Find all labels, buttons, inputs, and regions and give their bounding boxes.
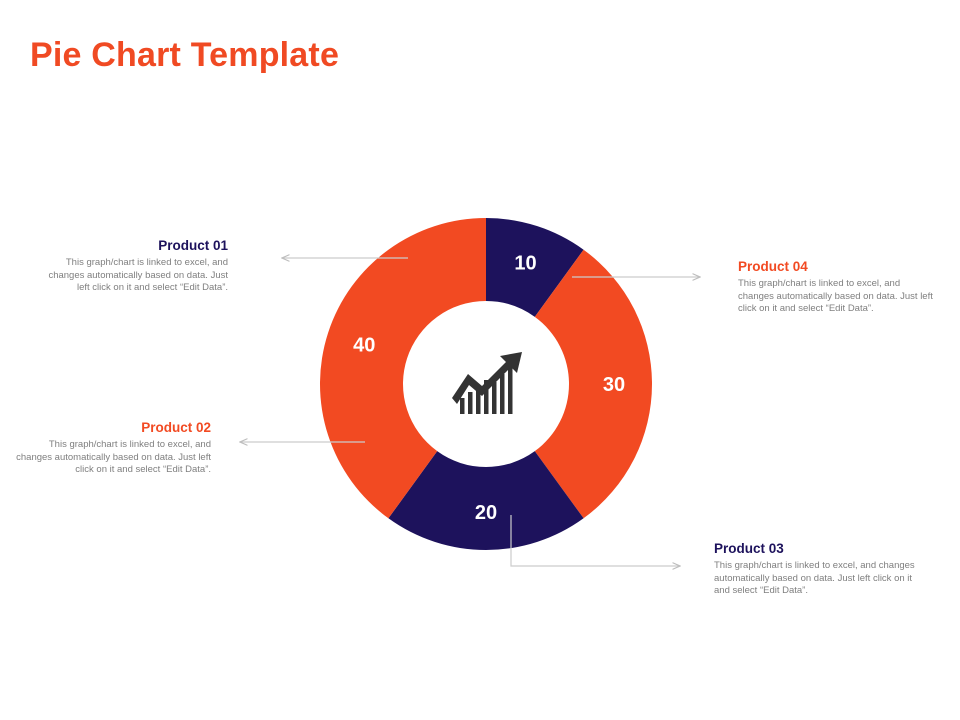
callout-desc-product-03: This graph/chart is linked to excel, and… [714,560,915,596]
page-title: Pie Chart Template [30,36,340,74]
growth-chart-arrow-icon [452,352,522,414]
slice-product-04 [534,249,652,519]
slice-label-product-03: 20 [475,502,497,524]
callout-product-04: Product 04 This graph/chart is linked to… [738,259,938,316]
slice-label-product-02: 40 [353,334,375,356]
callout-desc-product-02: This graph/chart is linked to excel, and… [16,439,211,475]
callout-desc-product-04: This graph/chart is linked to excel, and… [738,278,933,314]
slice-product-02 [320,218,486,519]
slice-label-product-01: 10 [514,252,536,274]
callout-product-03: Product 03 This graph/chart is linked to… [714,541,924,598]
slice-product-01 [486,218,584,317]
slice-product-03 [388,451,584,550]
slice-label-product-04: 30 [603,374,625,396]
callout-product-01: Product 01 This graph/chart is linked to… [0,238,228,295]
callout-heading-product-02: Product 02 [141,420,211,435]
callout-product-02: Product 02 This graph/chart is linked to… [0,420,211,477]
callout-heading-product-03: Product 03 [714,541,784,556]
callout-desc-product-01: This graph/chart is linked to excel, and… [48,257,228,293]
connector-product-03 [510,515,680,566]
callout-heading-product-04: Product 04 [738,259,808,274]
callout-heading-product-01: Product 01 [158,238,228,253]
